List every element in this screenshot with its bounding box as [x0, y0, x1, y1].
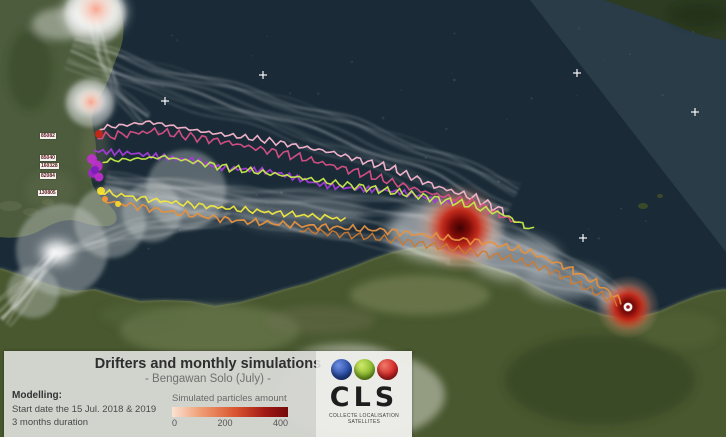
colorbar-tick-min: 0	[172, 418, 178, 428]
marker-dot	[115, 201, 121, 207]
colorbar-label: Simulated particles amount	[172, 393, 287, 404]
small-island	[657, 194, 663, 198]
glow-spot	[77, 88, 105, 116]
cls-logo-tagline: COLLECTE LOCALISATION SATELLITES	[328, 413, 400, 425]
modelling-start-date: Start date the 15 Jul. 2018 & 2019	[12, 404, 157, 415]
small-island	[638, 203, 648, 209]
trajectory-layer	[93, 120, 622, 307]
drifter-orange	[104, 200, 622, 305]
drifter-crimson	[97, 126, 517, 223]
drifter-orange-2	[299, 227, 618, 307]
legend-subtitle: - Bengawan Solo (July) -	[145, 373, 271, 385]
satellite-seam	[530, 0, 726, 252]
glow-spot	[76, 0, 116, 29]
drifter-yellow	[100, 188, 346, 222]
legend-panel: Drifters and monthly simulations - Benga…	[4, 351, 412, 437]
colorbar-tick-max: 400	[272, 418, 288, 428]
cls-logo-text: CLS	[329, 382, 399, 413]
drifter-chartreuse	[102, 154, 535, 230]
logo-circle-blue-icon	[330, 359, 352, 380]
marker-dot	[102, 196, 108, 202]
modelling-duration: 3 months duration	[12, 417, 89, 429]
colorbar-ticks: 0 200 400	[172, 418, 288, 428]
small-island	[0, 201, 22, 211]
marker-dot	[97, 187, 105, 195]
cls-logo: CLS COLLECTE LOCALISATION SATELLITES	[316, 351, 412, 437]
logo-circle-green-icon	[353, 359, 375, 380]
logo-circle-red-icon	[376, 359, 398, 380]
marker-dot	[91, 166, 99, 174]
cls-logo-circles	[316, 351, 412, 380]
modelling-heading: Modelling:	[12, 390, 62, 401]
colorbar-block: Simulated particles amount 0 200 400	[172, 393, 288, 428]
marker-dot	[95, 130, 103, 138]
legend-title: Drifters and monthly simulations	[94, 356, 322, 372]
graticule-crosses	[161, 69, 699, 242]
colorbar-tick-mid: 200	[217, 418, 233, 428]
modelling-block: Modelling: Start date the 15 Jul. 2018 &…	[12, 389, 156, 430]
drifter-pink	[99, 120, 505, 216]
marker-dot	[94, 172, 104, 182]
colorbar-gradient	[172, 407, 288, 417]
